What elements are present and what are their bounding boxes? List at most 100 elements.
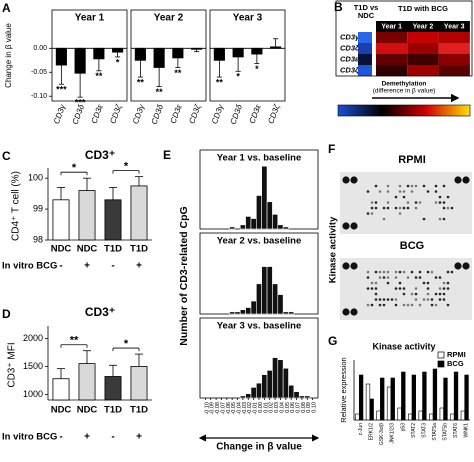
kinase-spot	[382, 276, 386, 279]
reference-spot	[342, 222, 350, 230]
bar	[358, 374, 364, 421]
column-label: Year 3	[444, 23, 465, 30]
error-bar	[134, 176, 144, 186]
histogram-bar	[277, 294, 284, 315]
treatment-sign: +	[84, 432, 90, 443]
error-bar	[134, 353, 144, 367]
bar	[453, 371, 459, 421]
x-tick-label: 0.06	[290, 402, 296, 413]
kinase-spot	[386, 190, 390, 193]
kinase-spot	[394, 303, 398, 307]
x-tick-label: p53	[400, 423, 406, 432]
x-tick-label: NDC	[77, 244, 98, 255]
kinase-spot	[418, 303, 422, 307]
kinase-spot	[410, 270, 414, 274]
histogram-bar	[261, 165, 268, 230]
bar	[439, 407, 444, 421]
treatment-sign: +	[136, 432, 142, 443]
bar	[432, 368, 438, 421]
kinase-spot	[378, 270, 382, 274]
kinase-spot	[418, 276, 422, 279]
histogram-bar	[250, 218, 257, 230]
histogram-bar	[234, 311, 241, 315]
histogram-bar	[277, 359, 284, 399]
y-tick-label: 99	[33, 203, 43, 213]
kinase-spot	[382, 217, 386, 221]
histogram-bar	[272, 283, 279, 315]
chart-title: Year 2 vs. baseline	[217, 236, 302, 247]
kinase-spot	[386, 184, 390, 188]
treatment-sign: +	[136, 261, 142, 272]
heatmap-cell	[358, 32, 372, 43]
error-bar	[273, 38, 279, 47]
bar	[104, 199, 122, 241]
bar	[443, 377, 448, 421]
colorbar-label: Demethylation	[382, 81, 427, 88]
bar	[376, 410, 381, 421]
kinase-spot	[370, 206, 374, 210]
kinase-spot	[366, 303, 370, 307]
y-tick-label: -0.10	[31, 93, 47, 100]
kinase-spot	[382, 303, 386, 307]
kinase-spot	[370, 201, 374, 204]
x-tick-label: CD3γ	[131, 102, 147, 125]
error-bar	[254, 54, 260, 65]
panel-label: E	[163, 148, 171, 162]
reference-spot	[462, 262, 470, 270]
kinase-spot	[430, 270, 434, 274]
x-tick-label: GSK-3α/β	[379, 423, 385, 445]
y-axis-label: Relative expression	[339, 357, 348, 422]
x-tick-label: CD3ε	[169, 103, 184, 125]
x-tick-label: STAT6	[453, 423, 459, 438]
histogram-bar	[288, 311, 295, 315]
kinase-spot	[430, 303, 434, 307]
heatmap-cell	[438, 43, 470, 54]
reference-spot	[462, 176, 470, 184]
histogram-bar	[239, 224, 246, 230]
x-tick-label: 0.07	[295, 402, 301, 413]
kinase-spot	[374, 270, 378, 274]
panel-label: D	[2, 307, 11, 321]
kinase-spot	[406, 184, 410, 188]
kinase-spot	[426, 287, 430, 290]
bar	[130, 365, 148, 401]
significance: *	[124, 161, 129, 173]
heatmap-cell	[438, 32, 470, 43]
heatmap-cell	[407, 32, 439, 43]
x-tick-label: CD3δ	[229, 103, 245, 126]
chart-title: Year 2	[154, 13, 184, 24]
panel-label: C	[2, 149, 11, 163]
heatmap-cell	[438, 65, 470, 76]
bar	[104, 376, 122, 401]
colorbar	[337, 104, 471, 117]
bar	[112, 47, 124, 53]
x-tick-label: STAT3	[421, 423, 427, 438]
kinase-spot	[402, 195, 406, 199]
treatment-label: In vitro BCG	[2, 432, 57, 443]
histogram-bar	[304, 395, 311, 399]
comparison-label: T1D vs	[354, 3, 379, 12]
x-tick-label: NDC	[51, 244, 72, 255]
x-tick-label: CD3ζ	[187, 102, 203, 125]
histogram-bar	[256, 382, 262, 399]
kinase-spot	[370, 303, 374, 307]
bar	[172, 47, 184, 59]
histogram-bar	[250, 300, 257, 315]
reference-spot	[342, 262, 350, 270]
x-tick-label: -0.07	[220, 402, 226, 415]
x-tick-label: CD3γ	[210, 102, 226, 125]
error-bar	[175, 57, 181, 68]
bar	[422, 371, 427, 421]
x-tick-label: STAT5a	[432, 423, 438, 441]
reference-spot	[350, 222, 358, 230]
treatment-sign: +	[84, 261, 90, 272]
legend-label: RPMI	[447, 350, 466, 359]
kinase-spot	[378, 303, 382, 307]
chart-title: Kinase activity	[372, 341, 435, 351]
panel-title: BCG	[400, 240, 424, 252]
x-tick-label: 0.08	[301, 402, 307, 413]
heatmap-frame	[335, 0, 473, 77]
x-tick-label: -0.02	[247, 402, 253, 415]
significance: *	[236, 72, 240, 82]
reference-spot	[342, 308, 350, 316]
